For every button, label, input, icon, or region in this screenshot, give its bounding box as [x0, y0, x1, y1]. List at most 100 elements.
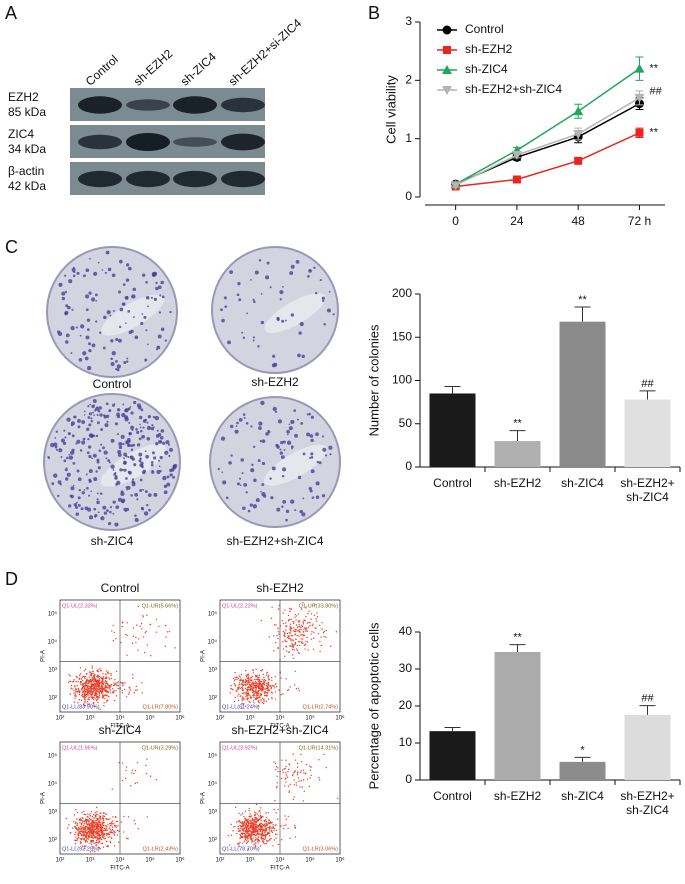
colony	[126, 357, 129, 360]
event-dot	[241, 688, 244, 691]
event-dot	[252, 821, 254, 824]
colony	[221, 471, 224, 474]
x-tick-label: 10⁴	[275, 857, 285, 864]
colony	[220, 436, 226, 441]
event-dot	[96, 819, 99, 821]
event-dot	[292, 621, 294, 623]
colony	[88, 515, 94, 520]
event-dot	[267, 821, 269, 823]
event-dot	[110, 830, 112, 832]
event-dot	[294, 630, 296, 633]
event-dot	[95, 825, 98, 828]
colony	[260, 490, 262, 493]
event-dot	[248, 827, 250, 829]
colony	[85, 268, 90, 273]
colony	[66, 417, 71, 422]
event-dot	[250, 819, 252, 822]
event-dot	[142, 615, 144, 617]
event-dot	[239, 679, 241, 682]
event-dot	[291, 627, 293, 630]
colony	[79, 334, 82, 337]
event-dot	[271, 606, 273, 608]
event-dot	[82, 675, 84, 677]
event-dot	[142, 636, 145, 638]
event-dot	[285, 646, 288, 648]
colony	[298, 331, 302, 335]
colony	[153, 492, 158, 497]
colony	[143, 511, 149, 516]
event-dot	[260, 693, 263, 696]
event-dot	[76, 676, 78, 679]
event-dot	[120, 821, 123, 823]
event-dot	[239, 833, 241, 836]
event-dot	[325, 636, 327, 638]
y-axis-label: Percentage of apoptotic cells	[366, 622, 381, 789]
colony	[249, 503, 253, 507]
event-dot	[269, 830, 271, 832]
event-dot	[107, 836, 109, 839]
colony	[96, 500, 100, 505]
event-dot	[263, 679, 266, 681]
event-dot	[298, 635, 300, 637]
event-dot	[146, 758, 148, 760]
event-dot	[244, 818, 246, 820]
colony	[236, 421, 239, 425]
x-tick-label: 10⁴	[115, 715, 125, 722]
event-dot	[90, 832, 92, 834]
event-dot	[252, 833, 254, 835]
event-dot	[96, 823, 99, 826]
colony	[235, 425, 238, 428]
event-dot	[84, 675, 87, 678]
event-dot	[255, 825, 257, 827]
colony	[150, 461, 154, 464]
colony	[159, 469, 162, 473]
event-dot	[298, 625, 300, 628]
colony	[66, 456, 69, 460]
event-dot	[115, 695, 118, 697]
event-dot	[277, 767, 279, 769]
colony	[75, 442, 78, 445]
event-dot	[236, 821, 238, 823]
event-dot	[126, 622, 128, 624]
event-dot	[91, 665, 93, 667]
event-dot	[239, 687, 242, 690]
event-dot	[81, 693, 84, 696]
event-dot	[292, 644, 295, 646]
event-dot	[86, 823, 88, 826]
event-dot	[248, 833, 250, 835]
event-dot	[267, 677, 269, 679]
event-dot	[245, 683, 248, 685]
colony	[158, 459, 161, 462]
colony	[150, 426, 155, 431]
event-dot	[306, 778, 309, 780]
colony	[108, 461, 111, 464]
event-dot	[274, 768, 277, 771]
colony	[64, 274, 67, 277]
colony	[310, 452, 314, 456]
colony	[114, 475, 118, 478]
event-dot	[301, 786, 303, 788]
x-tick-label: 10⁵	[305, 857, 315, 864]
event-dot	[237, 695, 239, 697]
event-dot	[109, 692, 112, 694]
colony	[120, 491, 125, 497]
event-dot	[246, 833, 248, 835]
y-axis-label: PI-A	[201, 650, 207, 662]
plate	[211, 246, 339, 374]
colony	[99, 331, 102, 334]
colony	[251, 463, 254, 466]
colony	[328, 445, 333, 450]
colony	[86, 318, 91, 322]
colony	[94, 515, 97, 518]
colony	[252, 504, 258, 509]
error-bar	[639, 705, 656, 715]
event-dot	[114, 679, 116, 681]
colony	[87, 416, 91, 419]
event-dot	[89, 819, 92, 821]
event-dot	[244, 837, 247, 840]
quadrant-label: Q1-LL(92.29%)	[62, 846, 100, 852]
colony	[91, 404, 95, 409]
event-dot	[314, 603, 316, 606]
event-dot	[298, 780, 300, 782]
event-dot	[85, 818, 87, 820]
